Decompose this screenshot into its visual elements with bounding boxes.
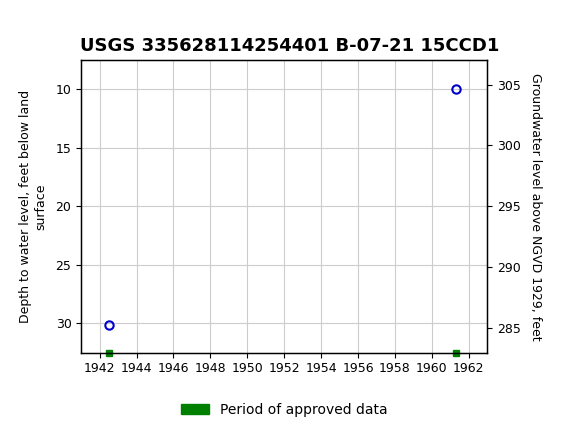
Y-axis label: Depth to water level, feet below land
surface: Depth to water level, feet below land su… [19,90,47,323]
Y-axis label: Groundwater level above NGVD 1929, feet: Groundwater level above NGVD 1929, feet [529,73,542,340]
Text: USGS 335628114254401 B-07-21 15CCD1: USGS 335628114254401 B-07-21 15CCD1 [80,37,500,55]
Text: USGS: USGS [52,8,107,26]
Legend: Period of approved data: Period of approved data [175,398,393,423]
